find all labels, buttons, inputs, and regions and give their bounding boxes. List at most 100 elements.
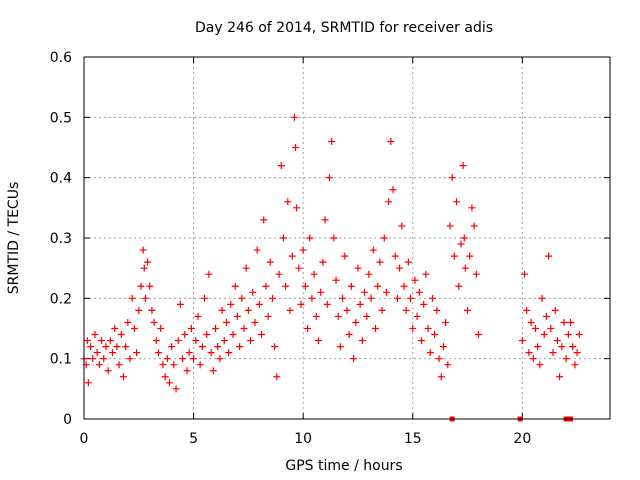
- y-tick-label: 0.5: [50, 110, 72, 126]
- data-point: [374, 282, 382, 290]
- data-point: [176, 300, 184, 308]
- data-point: [567, 318, 575, 326]
- data-point: [187, 325, 195, 332]
- data-point: [328, 137, 336, 145]
- data-point: [229, 331, 237, 339]
- data-point: [354, 264, 362, 272]
- data-point: [521, 270, 529, 278]
- data-point: [343, 306, 351, 314]
- data-point: [339, 294, 347, 302]
- data-point: [102, 343, 110, 351]
- data-point: [242, 264, 250, 272]
- x-tick-label: 0: [80, 431, 89, 447]
- data-point: [448, 174, 456, 182]
- data-point: [571, 361, 579, 369]
- data-point: [341, 252, 349, 260]
- data-point: [84, 379, 92, 387]
- data-point: [119, 373, 127, 381]
- y-tick-label: 0.4: [50, 171, 72, 187]
- data-point: [569, 343, 577, 351]
- y-tick-label: 0.3: [50, 231, 72, 247]
- data-point: [218, 306, 226, 314]
- data-point: [426, 349, 434, 357]
- data-point: [319, 258, 327, 266]
- data-point: [168, 343, 176, 351]
- x-axis-label: GPS time / hours: [285, 458, 402, 474]
- data-point: [244, 306, 252, 314]
- data-point: [133, 349, 141, 357]
- data-point: [428, 294, 436, 302]
- data-point: [159, 361, 167, 369]
- data-point: [220, 337, 228, 345]
- data-point: [538, 294, 546, 302]
- data-point: [453, 198, 461, 206]
- data-point: [150, 318, 158, 326]
- data-point: [233, 312, 241, 320]
- data-point: [203, 331, 211, 339]
- x-tick-label: 10: [294, 431, 312, 447]
- data-point: [209, 367, 217, 375]
- data-point: [115, 361, 123, 369]
- data-point: [475, 331, 482, 339]
- data-point: [179, 355, 187, 363]
- data-point: [531, 325, 539, 332]
- y-tick-label: 0: [63, 412, 72, 428]
- data-point: [542, 312, 550, 320]
- data-point: [312, 312, 320, 320]
- data-point: [207, 349, 215, 357]
- plot-frame: [83, 56, 611, 420]
- data-point: [95, 361, 103, 369]
- data-point: [238, 294, 246, 302]
- data-point: [350, 355, 358, 363]
- data-point: [466, 252, 474, 260]
- data-point: [439, 343, 447, 351]
- data-point: [190, 355, 198, 363]
- data-point: [323, 300, 331, 308]
- data-point: [365, 270, 373, 278]
- data-point: [251, 318, 259, 326]
- data-point: [93, 349, 101, 357]
- data-point: [258, 331, 266, 339]
- data-point: [170, 361, 178, 369]
- data-point: [396, 264, 404, 272]
- data-point: [304, 325, 312, 332]
- data-point: [556, 373, 564, 381]
- data-point: [286, 306, 294, 314]
- data-point: [100, 355, 108, 363]
- data-point: [534, 343, 542, 351]
- data-point: [185, 349, 193, 357]
- data-point: [288, 252, 296, 260]
- data-point: [111, 325, 119, 332]
- data-point: [400, 282, 408, 290]
- data-point: [457, 240, 465, 248]
- data-point: [352, 318, 360, 326]
- data-point: [315, 337, 323, 345]
- data-point: [117, 331, 125, 339]
- data-point: [371, 325, 379, 332]
- data-point: [205, 270, 213, 278]
- data-point: [334, 312, 342, 320]
- data-point: [306, 234, 314, 242]
- data-point: [135, 306, 143, 314]
- data-point: [192, 337, 200, 345]
- data-point: [413, 312, 421, 320]
- data-point: [152, 337, 160, 345]
- data-point: [472, 270, 480, 278]
- data-point: [255, 300, 263, 308]
- data-point: [279, 234, 287, 242]
- data-point: [212, 325, 219, 332]
- data-point: [321, 216, 329, 224]
- x-tick-label: 20: [513, 431, 531, 447]
- data-point: [165, 379, 173, 387]
- data-point: [146, 282, 154, 290]
- data-point: [104, 367, 112, 375]
- data-point: [369, 246, 377, 254]
- data-point: [301, 282, 309, 290]
- data-point: [295, 264, 303, 272]
- data-point: [404, 258, 412, 266]
- data-point: [126, 355, 134, 363]
- data-point: [227, 300, 235, 308]
- data-point: [83, 337, 91, 345]
- data-point: [172, 385, 180, 393]
